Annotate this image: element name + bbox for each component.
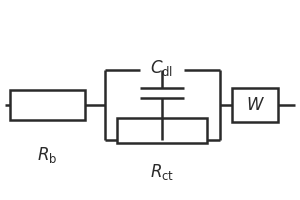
Text: $R_\mathrm{ct}$: $R_\mathrm{ct}$	[150, 162, 174, 182]
Text: $R_\mathrm{b}$: $R_\mathrm{b}$	[37, 145, 57, 165]
Text: $W$: $W$	[245, 97, 265, 114]
Text: $C_\mathrm{dl}$: $C_\mathrm{dl}$	[150, 58, 174, 78]
Bar	[232, 88, 278, 122]
Bar	[117, 118, 207, 143]
Bar	[10, 90, 85, 120]
